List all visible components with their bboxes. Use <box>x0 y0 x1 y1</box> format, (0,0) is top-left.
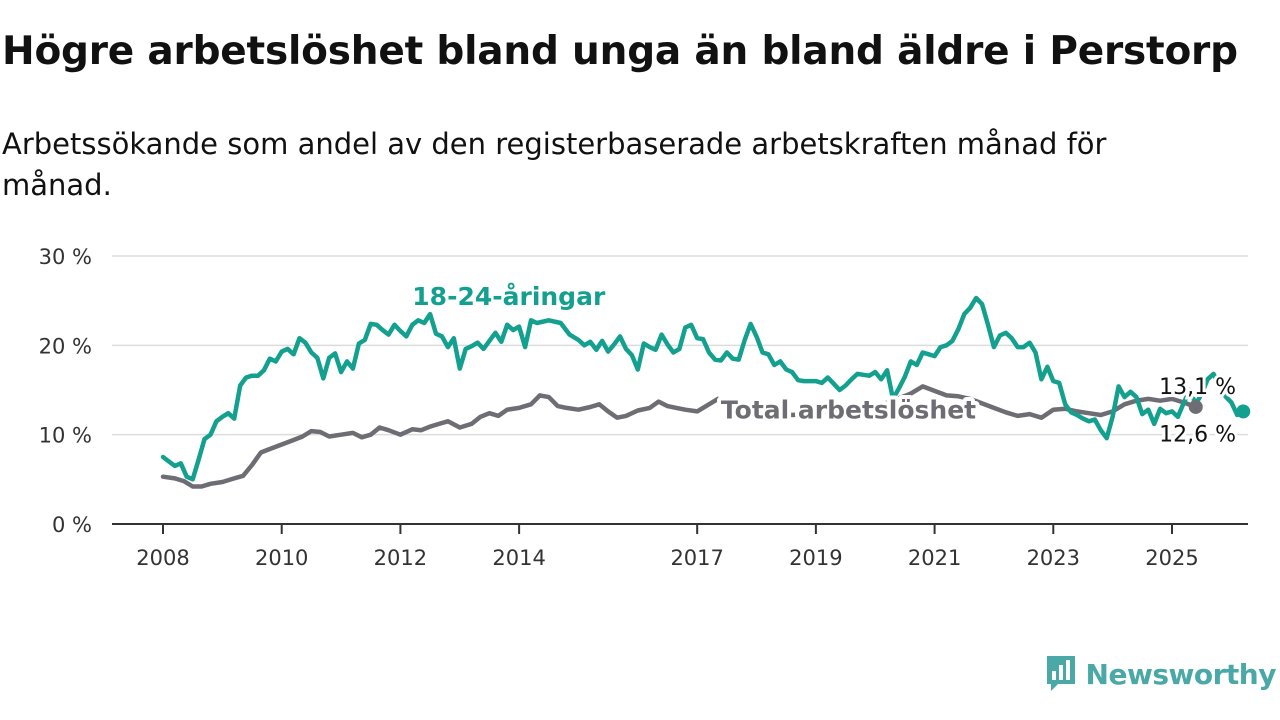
series-line-1 <box>160 295 1246 482</box>
y-tick-label: 20 % <box>39 334 92 358</box>
series-labels: 18-24-åringar Total arbetslöshet 13,1 % 12,… <box>408 278 1239 450</box>
series-name-label: Total arbetslöshet <box>721 396 976 425</box>
x-tick-label: 2023 <box>1027 546 1080 570</box>
x-tick-label: 2017 <box>670 546 723 570</box>
series-lines <box>160 295 1251 489</box>
chart-title: Högre arbetslöshet bland unga än bland ä… <box>2 29 1238 74</box>
series-end-label: 13,1 % <box>1159 375 1236 400</box>
series-line-0 <box>160 384 1198 489</box>
y-tick-label: 0 % <box>52 513 92 537</box>
x-tick-label: 2019 <box>789 546 842 570</box>
x-tick-label: 2014 <box>492 546 545 570</box>
y-tick-label: 10 % <box>39 424 92 448</box>
logo-text: Newsworthy <box>1085 657 1277 691</box>
chart-subtitle: Arbetssökande som andel av den registerb… <box>2 127 1107 202</box>
x-tick-label: 2021 <box>908 546 961 570</box>
y-tick-label: 30 % <box>39 245 92 269</box>
x-tick-label: 2010 <box>255 546 308 570</box>
x-tick-label: 2025 <box>1145 546 1198 570</box>
line-chart: 0 % 10 % 20 % 30 % 2008 2010 2012 2014 2017 2019… <box>39 245 1251 570</box>
series-end-marker-1 <box>1236 404 1251 419</box>
y-axis-ticks: 0 % 10 % 20 % 30 % <box>39 245 92 537</box>
x-axis-ticks: 2008 2010 2012 2014 2017 2019 2021 2023 2025 <box>136 524 1199 570</box>
series-name-label: 18-24-åringar <box>412 282 606 311</box>
series-end-marker-0 <box>1188 399 1203 414</box>
x-tick-label: 2012 <box>374 546 427 570</box>
series-end-label: 12,6 % <box>1159 422 1236 447</box>
gridlines <box>112 255 1248 525</box>
x-tick-label: 2008 <box>136 546 189 570</box>
newsworthy-logo: Newsworthy <box>1044 654 1277 694</box>
bar-chart-speech-bubble-icon <box>1046 656 1075 691</box>
